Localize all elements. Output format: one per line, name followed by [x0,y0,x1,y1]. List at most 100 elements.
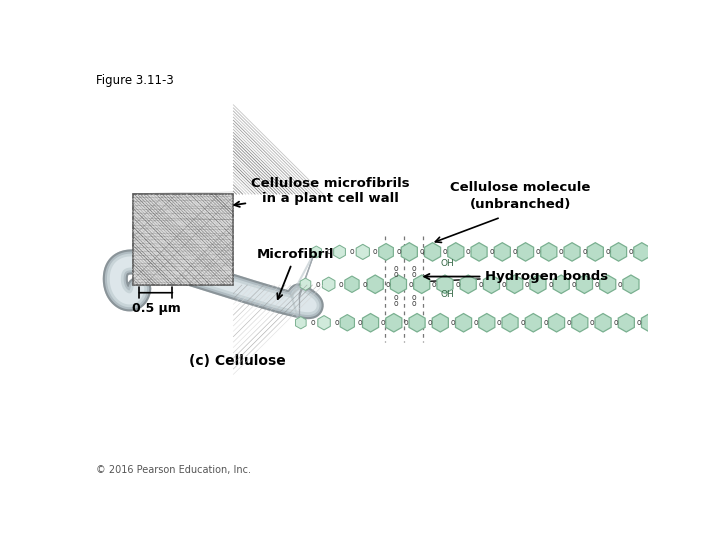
Text: o: o [582,247,587,256]
Polygon shape [483,275,500,294]
Polygon shape [456,314,472,332]
Text: © 2016 Pearson Education, Inc.: © 2016 Pearson Education, Inc. [96,465,251,475]
Polygon shape [362,314,379,332]
Polygon shape [518,242,534,261]
Polygon shape [414,275,430,294]
Polygon shape [553,275,570,294]
Text: o: o [311,318,315,327]
Text: o: o [381,318,385,327]
Bar [132,194,233,285]
Text: o: o [358,318,362,327]
Text: o: o [559,247,564,256]
Text: o: o [613,318,618,327]
Text: o: o [404,318,409,327]
Text: o: o [362,280,366,289]
Polygon shape [541,242,557,261]
Text: o: o [513,247,517,256]
Text: Figure 3.11-3: Figure 3.11-3 [96,74,174,87]
Text: o: o [521,318,525,327]
Polygon shape [502,314,518,332]
Polygon shape [460,275,476,294]
Text: o: o [420,247,424,256]
Text: o: o [474,318,478,327]
Polygon shape [318,315,330,330]
Polygon shape [588,242,603,261]
Text: Microfibril: Microfibril [256,248,334,299]
Text: (c) Cellulose: (c) Cellulose [189,354,286,368]
Text: OH: OH [441,259,454,268]
Text: o: o [394,299,398,308]
Polygon shape [345,276,359,293]
Text: Cellulose molecule
(unbranched): Cellulose molecule (unbranched) [450,181,590,211]
Text: o: o [548,280,553,289]
Polygon shape [390,275,407,294]
Text: o: o [490,247,494,256]
Text: o: o [394,264,398,273]
Text: o: o [629,247,634,256]
Text: o: o [373,247,378,256]
Text: o: o [339,280,343,289]
Polygon shape [471,242,487,261]
Text: o: o [412,299,416,308]
Text: o: o [536,247,541,256]
Text: o: o [412,270,416,279]
Text: o: o [572,280,576,289]
Polygon shape [642,314,657,332]
Polygon shape [323,277,335,292]
Polygon shape [634,242,650,261]
Text: o: o [350,247,354,256]
Text: o: o [544,318,548,327]
Text: Cellulose microfibrils
in a plant cell wall: Cellulose microfibrils in a plant cell w… [234,177,410,207]
Text: o: o [432,280,436,289]
Text: o: o [443,247,447,256]
Text: o: o [327,247,331,256]
Text: o: o [334,318,339,327]
Polygon shape [409,314,425,332]
Text: o: o [451,318,455,327]
Text: 0.5 μm: 0.5 μm [132,302,180,315]
Text: Hydrogen bonds: Hydrogen bonds [424,270,608,283]
Polygon shape [618,314,634,332]
Text: o: o [618,280,623,289]
Text: o: o [567,318,572,327]
Polygon shape [526,314,541,332]
Polygon shape [494,242,510,261]
Polygon shape [507,275,523,294]
Text: o: o [385,280,390,289]
Text: o: o [427,318,432,327]
Polygon shape [311,246,321,258]
Text: o: o [412,293,416,302]
Polygon shape [595,314,611,332]
Text: o: o [315,280,320,289]
Polygon shape [530,275,546,294]
Text: o: o [636,318,642,327]
Polygon shape [549,314,564,332]
Polygon shape [572,314,588,332]
Text: o: o [590,318,595,327]
Text: o: o [412,264,416,273]
Polygon shape [356,244,369,260]
Polygon shape [564,242,580,261]
Polygon shape [448,242,464,261]
Polygon shape [600,275,616,294]
Polygon shape [577,275,593,294]
Polygon shape [425,242,441,261]
Polygon shape [437,275,453,294]
Text: OH: OH [441,290,454,299]
Text: o: o [606,247,610,256]
Polygon shape [295,316,306,329]
Text: o: o [479,280,483,289]
Text: o: o [497,318,502,327]
Polygon shape [611,242,626,261]
Polygon shape [386,314,402,332]
Polygon shape [432,314,449,332]
Text: o: o [409,280,413,289]
Polygon shape [367,275,383,294]
Polygon shape [300,278,311,291]
Polygon shape [333,245,346,259]
Polygon shape [401,242,418,261]
Text: o: o [455,280,460,289]
Text: o: o [525,280,530,289]
Polygon shape [379,244,393,260]
Text: o: o [502,280,506,289]
